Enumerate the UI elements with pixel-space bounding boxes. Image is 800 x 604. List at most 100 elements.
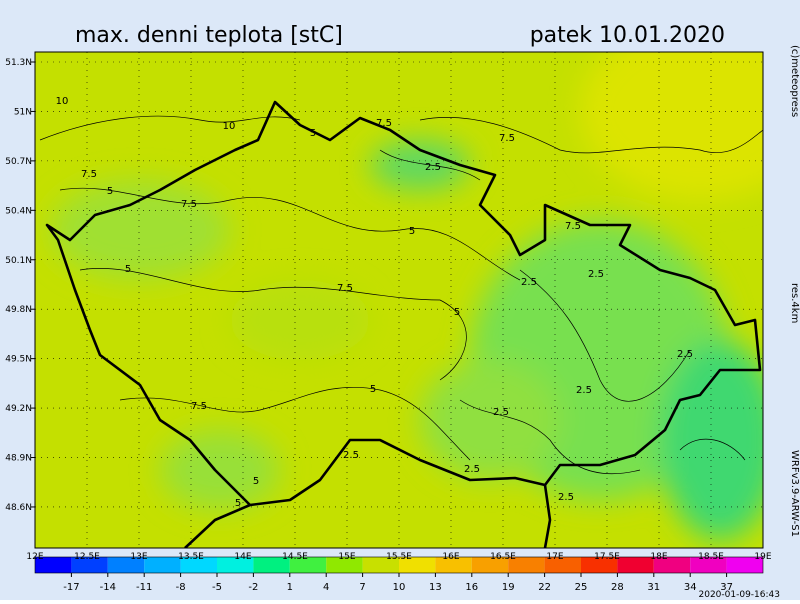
contour-label: 7.5 — [565, 221, 581, 232]
colorbar-swatch — [471, 557, 509, 573]
contour-label: 5 — [107, 186, 113, 197]
colorbar-label: -8 — [176, 582, 186, 593]
lon-label: 12E — [26, 552, 43, 562]
colorbar-swatch — [508, 557, 545, 573]
colorbar-swatch — [653, 557, 691, 573]
colorbar-swatch — [581, 557, 618, 573]
contour-label: 7.5 — [499, 133, 515, 144]
contour-label: 7.5 — [376, 118, 392, 129]
lon-label: 14E — [234, 552, 251, 562]
contour-label: 5 — [370, 384, 376, 395]
colorbar-label: 34 — [684, 582, 697, 593]
colorbar-label: -17 — [63, 582, 79, 593]
colorbar-label: 22 — [538, 582, 551, 593]
contour-label: 5 — [125, 264, 131, 275]
lat-label: 50.7N — [5, 157, 32, 167]
colorbar-swatch — [399, 557, 436, 573]
mid-area — [230, 280, 370, 360]
contour-label: 10 — [223, 121, 236, 132]
colorbar-label: 7 — [359, 582, 365, 593]
contour — [519, 269, 691, 402]
contour-label: 2.5 — [677, 349, 693, 360]
contour-label: 5 — [310, 128, 316, 139]
country-border — [543, 484, 552, 548]
contour-label: 2.5 — [464, 464, 480, 475]
colorbar-swatch — [435, 557, 472, 573]
cool-area — [370, 140, 470, 190]
cool-area — [420, 360, 560, 480]
contour — [39, 115, 301, 141]
contour-label: 10 — [56, 96, 69, 107]
model: WRFv3.9-ARW-S1 — [789, 450, 800, 537]
lat-label: 50.4N — [5, 206, 32, 216]
lon-label: 17E — [546, 552, 563, 562]
contour-label: 2.5 — [588, 269, 604, 280]
copyright: (c)meteopress — [789, 45, 800, 117]
lon-label: 17.5E — [594, 552, 620, 562]
resolution: res.4km — [789, 283, 800, 323]
contour-label: 2.5 — [576, 385, 592, 396]
colorbar-label: -5 — [212, 582, 222, 593]
colorbar-label: -14 — [100, 582, 116, 593]
lat-label: 51.3N — [5, 58, 32, 68]
colorbar-swatch — [253, 557, 290, 573]
lon-label: 16E — [442, 552, 459, 562]
colorbar: -17 -14 -11 -8 -5 -2 1 4 7 10 13 16 19 22 25 28 31 34 37 — [34, 556, 764, 593]
lat-label: 48.9N — [5, 454, 32, 464]
cool-area — [50, 180, 230, 280]
contour-label: 2.5 — [521, 277, 537, 288]
lat-label: 49.2N — [5, 404, 32, 414]
lon-label: 13.5E — [178, 552, 204, 562]
contour-label: 5 — [253, 476, 259, 487]
colorbar-swatch — [180, 557, 217, 573]
run-time: 2020-01-09-16:43 — [699, 590, 781, 600]
country-border — [184, 503, 251, 548]
lon-label: 18E — [650, 552, 667, 562]
contour-labels: 10 10 7.5 7.5 7.5 7.5 5 5 2.5 5 7.5 5 2.5 2.5 7.5 5 2.5 5… — [56, 96, 693, 509]
contour — [379, 149, 481, 181]
contour-label: 2.5 — [425, 162, 441, 173]
colorbar-swatch — [690, 557, 727, 573]
colorbar-label: 1 — [287, 582, 293, 593]
colorbar-label: 37 — [720, 582, 733, 593]
lon-label: 16.5E — [490, 552, 516, 562]
lon-label: 15.5E — [386, 552, 412, 562]
cool-area — [160, 430, 280, 510]
colorbar-swatch — [71, 557, 108, 573]
contour — [679, 438, 746, 461]
contour-label: 5 — [454, 307, 460, 318]
colorbar-label: 10 — [393, 582, 406, 593]
lon-label: 19E — [754, 552, 771, 562]
colorbar-label: 28 — [611, 582, 624, 593]
contour-label: 7.5 — [191, 401, 207, 412]
contour-label: 7.5 — [81, 169, 97, 180]
lat-label: 49.8N — [5, 305, 32, 315]
colorbar-swatch — [326, 557, 363, 573]
lon-label: 13E — [130, 552, 147, 562]
contour-label: 7.5 — [337, 283, 353, 294]
colorbar-swatch — [362, 557, 399, 573]
lon-label: 18.5E — [698, 552, 724, 562]
colorbar-swatch — [544, 557, 581, 573]
contour — [419, 117, 763, 154]
colorbar-label: 4 — [323, 582, 329, 593]
colorbar-label: 31 — [647, 582, 660, 593]
colorbar-label: 19 — [502, 582, 515, 593]
contour-label: 5 — [235, 498, 241, 509]
contour-label: 2.5 — [343, 450, 359, 461]
colorbar-swatch — [617, 557, 654, 573]
contour-label: 7.5 — [181, 199, 197, 210]
lat-label: 48.6N — [5, 503, 32, 513]
lon-label: 14.5E — [282, 552, 308, 562]
contour — [119, 386, 471, 461]
contour — [79, 268, 467, 381]
colorbar-swatch — [35, 557, 72, 573]
lat-label: 50.1N — [5, 256, 32, 266]
colorbar-label: -2 — [248, 582, 258, 593]
lat-label: 51N — [14, 107, 32, 117]
colorbar-swatch — [144, 557, 181, 573]
map-frame — [34, 51, 764, 549]
colorbar-swatch — [289, 557, 327, 573]
borders — [45, 100, 762, 548]
